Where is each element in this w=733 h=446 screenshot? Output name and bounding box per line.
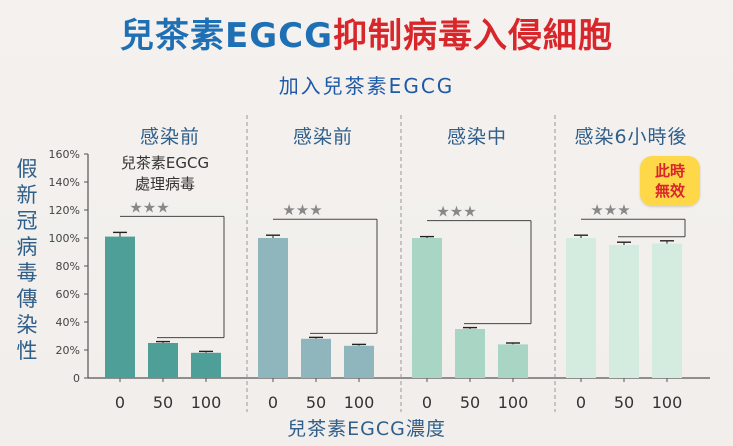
x-tick-label: 0 <box>268 393 278 412</box>
panel-note-line2: 處理病毒 <box>134 175 195 193</box>
y-tick-label: 60% <box>56 288 80 301</box>
x-tick-label: 0 <box>115 393 125 412</box>
bar <box>258 238 288 378</box>
bar <box>148 343 178 378</box>
headline-part1: 兒茶素EGCG <box>120 16 333 56</box>
headline: 兒茶素EGCG抑制病毒入侵細胞 <box>0 8 733 57</box>
x-tick-label: 100 <box>344 393 375 412</box>
bar <box>105 236 135 378</box>
x-tick-label: 50 <box>614 393 634 412</box>
y-tick-label: 0 <box>73 372 80 385</box>
panel-title-2: 感染前 <box>292 126 353 148</box>
subheading: 加入兒茶素EGCG <box>278 74 455 98</box>
bar <box>412 238 442 378</box>
panel-title-1: 感染前 <box>139 126 200 148</box>
bar <box>498 344 528 378</box>
x-tick-label: 100 <box>498 393 529 412</box>
headline-part2: 抑制病毒入侵細胞 <box>333 16 613 56</box>
significance-stars: ★★★ <box>436 203 476 221</box>
panel-note: 兒茶素EGCG 處理病毒 <box>100 153 230 195</box>
y-axis-label: 假新冠病毒傳染性 <box>16 157 38 363</box>
bar <box>566 238 596 378</box>
significance-stars: ★★★ <box>282 201 322 219</box>
x-tick-label: 0 <box>422 393 432 412</box>
badge-line1: 此時 <box>654 162 685 180</box>
bar <box>609 245 639 378</box>
x-tick-label: 100 <box>652 393 683 412</box>
bar <box>301 338 331 378</box>
x-tick-label: 50 <box>460 393 480 412</box>
x-axis-label: 兒茶素EGCG濃度 <box>287 418 446 440</box>
y-tick-label: 20% <box>56 344 80 357</box>
y-tick-label: 100% <box>49 232 80 245</box>
badge-line2: 無效 <box>654 182 685 200</box>
significance-stars: ★★★ <box>590 201 630 219</box>
ineffective-badge: 此時 無效 <box>640 156 700 206</box>
y-tick-label: 160% <box>49 148 80 161</box>
bar <box>652 243 682 378</box>
bar <box>191 352 221 378</box>
y-tick-label: 140% <box>49 176 80 189</box>
x-tick-label: 100 <box>191 393 222 412</box>
x-tick-label: 50 <box>153 393 173 412</box>
y-tick-label: 120% <box>49 204 80 217</box>
bar <box>344 345 374 378</box>
panel-note-line1: 兒茶素EGCG <box>120 154 210 172</box>
y-tick-label: 80% <box>56 260 80 273</box>
x-tick-label: 50 <box>306 393 326 412</box>
bar <box>455 329 485 378</box>
panel-title-3: 感染中 <box>446 126 507 148</box>
y-tick-label: 40% <box>56 316 80 329</box>
significance-stars: ★★★ <box>129 198 169 216</box>
panel-title-4: 感染6小時後 <box>574 126 688 148</box>
x-tick-label: 0 <box>576 393 586 412</box>
